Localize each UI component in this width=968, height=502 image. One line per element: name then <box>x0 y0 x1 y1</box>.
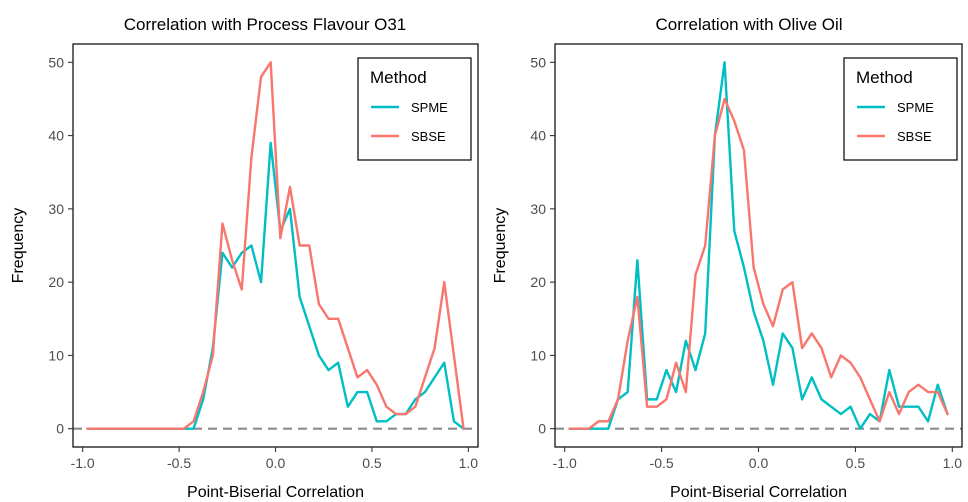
y-tick-label: 0 <box>538 421 546 437</box>
x-tick-label: 0.5 <box>362 455 382 471</box>
legend: Method SPME SBSE <box>357 57 472 161</box>
x-tick-label: 1.0 <box>943 455 963 471</box>
chart-title: Correlation with Olive Oil <box>655 15 842 34</box>
series-line-spme <box>568 61 949 430</box>
panel-2: Correlation with Olive Oil -1.0 -0.5 0.0 0.5… <box>492 15 963 501</box>
y-tick-label: 40 <box>48 128 64 144</box>
legend-box <box>357 57 472 161</box>
x-tick-label: 0.0 <box>749 455 769 471</box>
y-tick-label: 20 <box>48 274 64 290</box>
legend-title: Method <box>370 68 427 87</box>
series-line-sbse <box>568 97 949 430</box>
y-tick-label: 40 <box>530 128 546 144</box>
legend: Method SPME SBSE <box>843 57 958 161</box>
y-tick-label: 50 <box>48 54 64 70</box>
x-tick-label: -1.0 <box>71 455 95 471</box>
panel-1: Correlation with Process Flavour O31 -1.0… <box>10 15 479 501</box>
x-tick-label: 0.5 <box>846 455 866 471</box>
y-tick-label: 30 <box>530 201 546 217</box>
y-tick-label: 50 <box>530 54 546 70</box>
legend-label-sbse: SBSE <box>897 129 932 144</box>
x-tick-label: -0.5 <box>167 455 191 471</box>
legend-label-spme: SPME <box>897 100 934 115</box>
x-tick-label: -1.0 <box>553 455 577 471</box>
y-tick-label: 20 <box>530 274 546 290</box>
x-tick-label: 0.0 <box>266 455 286 471</box>
chart-title: Correlation with Process Flavour O31 <box>124 15 407 34</box>
series-line-spme <box>86 141 465 430</box>
legend-label-sbse: SBSE <box>411 129 446 144</box>
x-axis-title: Point-Biserial Correlation <box>187 484 364 501</box>
y-tick-label: 10 <box>530 347 546 363</box>
x-tick-label: 1.0 <box>459 455 479 471</box>
y-axis-title: Frequency <box>492 208 509 284</box>
legend-label-spme: SPME <box>411 100 448 115</box>
legend-box <box>843 57 958 161</box>
x-tick-label: -0.5 <box>650 455 674 471</box>
y-axis-title: Frequency <box>10 208 27 284</box>
y-tick-label: 10 <box>48 347 64 363</box>
y-tick-label: 30 <box>48 201 64 217</box>
legend-title: Method <box>856 68 913 87</box>
x-axis-title: Point-Biserial Correlation <box>670 484 847 501</box>
y-tick-label: 0 <box>56 421 64 437</box>
series-line-sbse <box>86 61 465 430</box>
